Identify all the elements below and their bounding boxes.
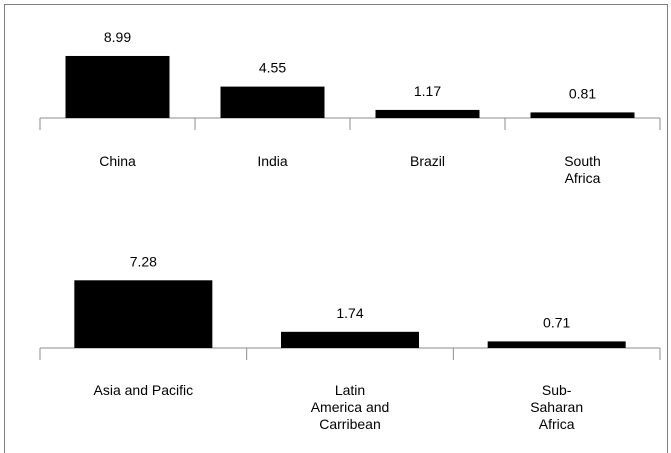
bar-south-africa <box>530 112 635 118</box>
value-label-brazil: 1.17 <box>414 83 441 99</box>
bar-china <box>65 55 170 118</box>
category-label-line: America and <box>311 399 390 415</box>
category-label-asia-and-pacific: Asia and Pacific <box>94 382 194 398</box>
category-label-line: Brazil <box>410 153 445 169</box>
category-label-india: India <box>257 153 288 169</box>
chart-panel-regions: 7.28 Asia and Pacific 1.74 Latin America and… <box>39 253 661 432</box>
value-label-asia-and-pacific: 7.28 <box>130 253 157 269</box>
bar-sub-saharan-africa <box>487 341 626 348</box>
category-label-line: Saharan <box>530 399 583 415</box>
chart-panel-countries: 8.99 China 4.55 India 1.17 Brazil 0.81 South Afr… <box>39 29 661 186</box>
value-label-latin-america-and-carribean: 1.74 <box>336 305 363 321</box>
category-label-line: Africa <box>539 416 575 432</box>
category-label-line: Sub- <box>542 382 572 398</box>
value-label-china: 8.99 <box>104 29 131 45</box>
bar-latin-america-and-carribean <box>281 331 419 348</box>
category-label-line: Asia and Pacific <box>94 382 194 398</box>
value-label-sub-saharan-africa: 0.71 <box>543 314 570 330</box>
value-label-india: 4.55 <box>259 60 286 76</box>
category-label-latin-america-and-carribean: Latin America and Carribean <box>311 382 390 432</box>
bar-brazil <box>375 109 480 118</box>
category-label-line: Africa <box>565 170 601 186</box>
chart-frame <box>4 4 668 453</box>
category-label-line: India <box>257 153 288 169</box>
category-label-line: China <box>99 153 136 169</box>
bar-india <box>220 86 325 118</box>
category-label-line: South <box>564 153 601 169</box>
value-label-south-africa: 0.81 <box>569 85 596 101</box>
category-label-line: Latin <box>335 382 365 398</box>
category-label-sub-saharan-africa: Sub-Saharan Africa <box>530 382 583 432</box>
bar-asia-and-pacific <box>74 280 213 348</box>
category-label-south-africa: South Africa <box>564 153 601 186</box>
category-label-china: China <box>99 153 136 169</box>
category-label-line: Carribean <box>319 416 380 432</box>
category-label-brazil: Brazil <box>410 153 445 169</box>
